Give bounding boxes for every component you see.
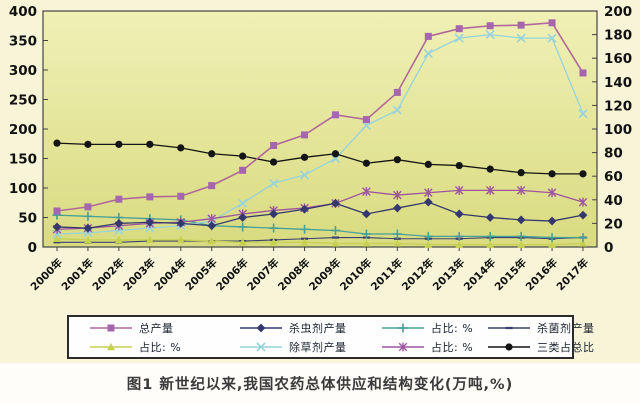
left-axis-tick-label: 200 [9,122,37,138]
right-axis-tick-label: 60 [604,169,623,185]
x-axis-year-label: 2006年 [213,256,251,294]
left-axis-tick-label: 100 [9,181,37,197]
right-axis-tick-label: 100 [604,122,632,138]
chart-legend: 总产量 杀虫剂产量 占比: % 杀菌剂产量 占比: % 除草剂产量 占比: % 三类占总比 [67,315,594,359]
right-axis-tick-label: 0 [604,240,613,256]
x-axis-year-label: 2001年 [59,256,97,294]
legend-marker-xcross [240,341,282,352]
x-axis-year-label: 2016年 [523,256,561,294]
caption-strip: 图1 新世纪以来,我国农药总体供应和结构变化(万吨,%) [0,363,640,404]
x-axis-year-label: 2011年 [368,256,406,294]
x-axis-year-label: 2010年 [337,256,375,294]
right-axis-tick-label: 180 [604,28,632,44]
left-axis-tick-label: 250 [9,93,37,109]
left-axis-tick-label: 300 [9,63,37,79]
right-axis-tick-label: 160 [604,51,632,67]
legend-label: 三类占总比 [537,340,595,354]
right-axis-tick-label: 40 [604,193,623,209]
legend-label: 总产量 [139,321,174,335]
x-axis-year-label: 2009年 [306,256,344,294]
x-axis-year-label: 2003年 [121,256,159,294]
left-axis-tick-label: 50 [18,211,37,227]
legend-marker-square [90,324,132,331]
legend-label: 占比: % [431,321,474,335]
legend-marker-dash [488,326,530,329]
x-axis-year-label: 2004年 [152,256,190,294]
legend-item: 总产量 [89,318,239,337]
right-axis-tick-label: 120 [604,98,632,114]
x-axis-year-label: 2013年 [430,256,468,294]
series-总产量 [53,19,587,215]
x-axis-year-label: 2014年 [461,256,499,294]
x-axis-year-label: 2008年 [275,256,313,294]
x-axis-year-label: 2017年 [554,256,592,294]
legend-marker-asterisk [382,342,424,351]
x-axis-year-label: 2007年 [244,256,282,294]
x-axis-year-label: 2000年 [28,256,66,294]
left-axis-tick-label: 350 [9,34,37,50]
right-axis-tick-label: 200 [604,4,632,20]
legend-item: 除草剂产量 [239,337,381,356]
legend-marker-triangle [90,342,132,350]
legend-item: 占比: % [381,318,487,337]
legend-marker-diamond [240,323,282,332]
line-chart: 4003503002502001501005002001801601401201… [9,4,632,294]
left-axis-tick-label: 400 [9,4,37,20]
right-axis-tick-label: 20 [604,216,623,232]
right-axis-tick-label: 140 [604,75,632,91]
x-axis-year-label: 2015年 [492,256,530,294]
legend-marker-circle [488,342,530,351]
legend-label: 杀菌剂产量 [537,321,595,335]
legend-label: 杀虫剂产量 [289,321,347,335]
legend-item: 占比: % [381,337,487,356]
plot-area [43,11,597,247]
legend-label: 除草剂产量 [289,340,347,354]
series-占比: % [53,234,587,248]
legend-item: 占比: % [89,337,239,356]
right-axis-tick-label: 80 [604,146,623,162]
figure-caption: 图1 新世纪以来,我国农药总体供应和结构变化(万吨,%) [126,377,514,393]
legend-marker-plus [382,323,424,332]
series-三类占总比 [53,139,587,178]
legend-item: 杀虫剂产量 [239,318,381,337]
x-axis-year-label: 2002年 [90,256,128,294]
legend-item: 杀菌剂产量 [487,318,597,337]
legend-item: 三类占总比 [487,337,597,356]
legend-label: 占比: % [139,340,182,354]
x-axis-year-label: 2012年 [399,256,437,294]
series-杀虫剂产量 [52,197,588,233]
legend-label: 占比: % [431,340,474,354]
x-axis-year-label: 2005年 [183,256,221,294]
left-axis-tick-label: 150 [9,152,37,168]
left-axis-tick-label: 0 [28,240,37,256]
